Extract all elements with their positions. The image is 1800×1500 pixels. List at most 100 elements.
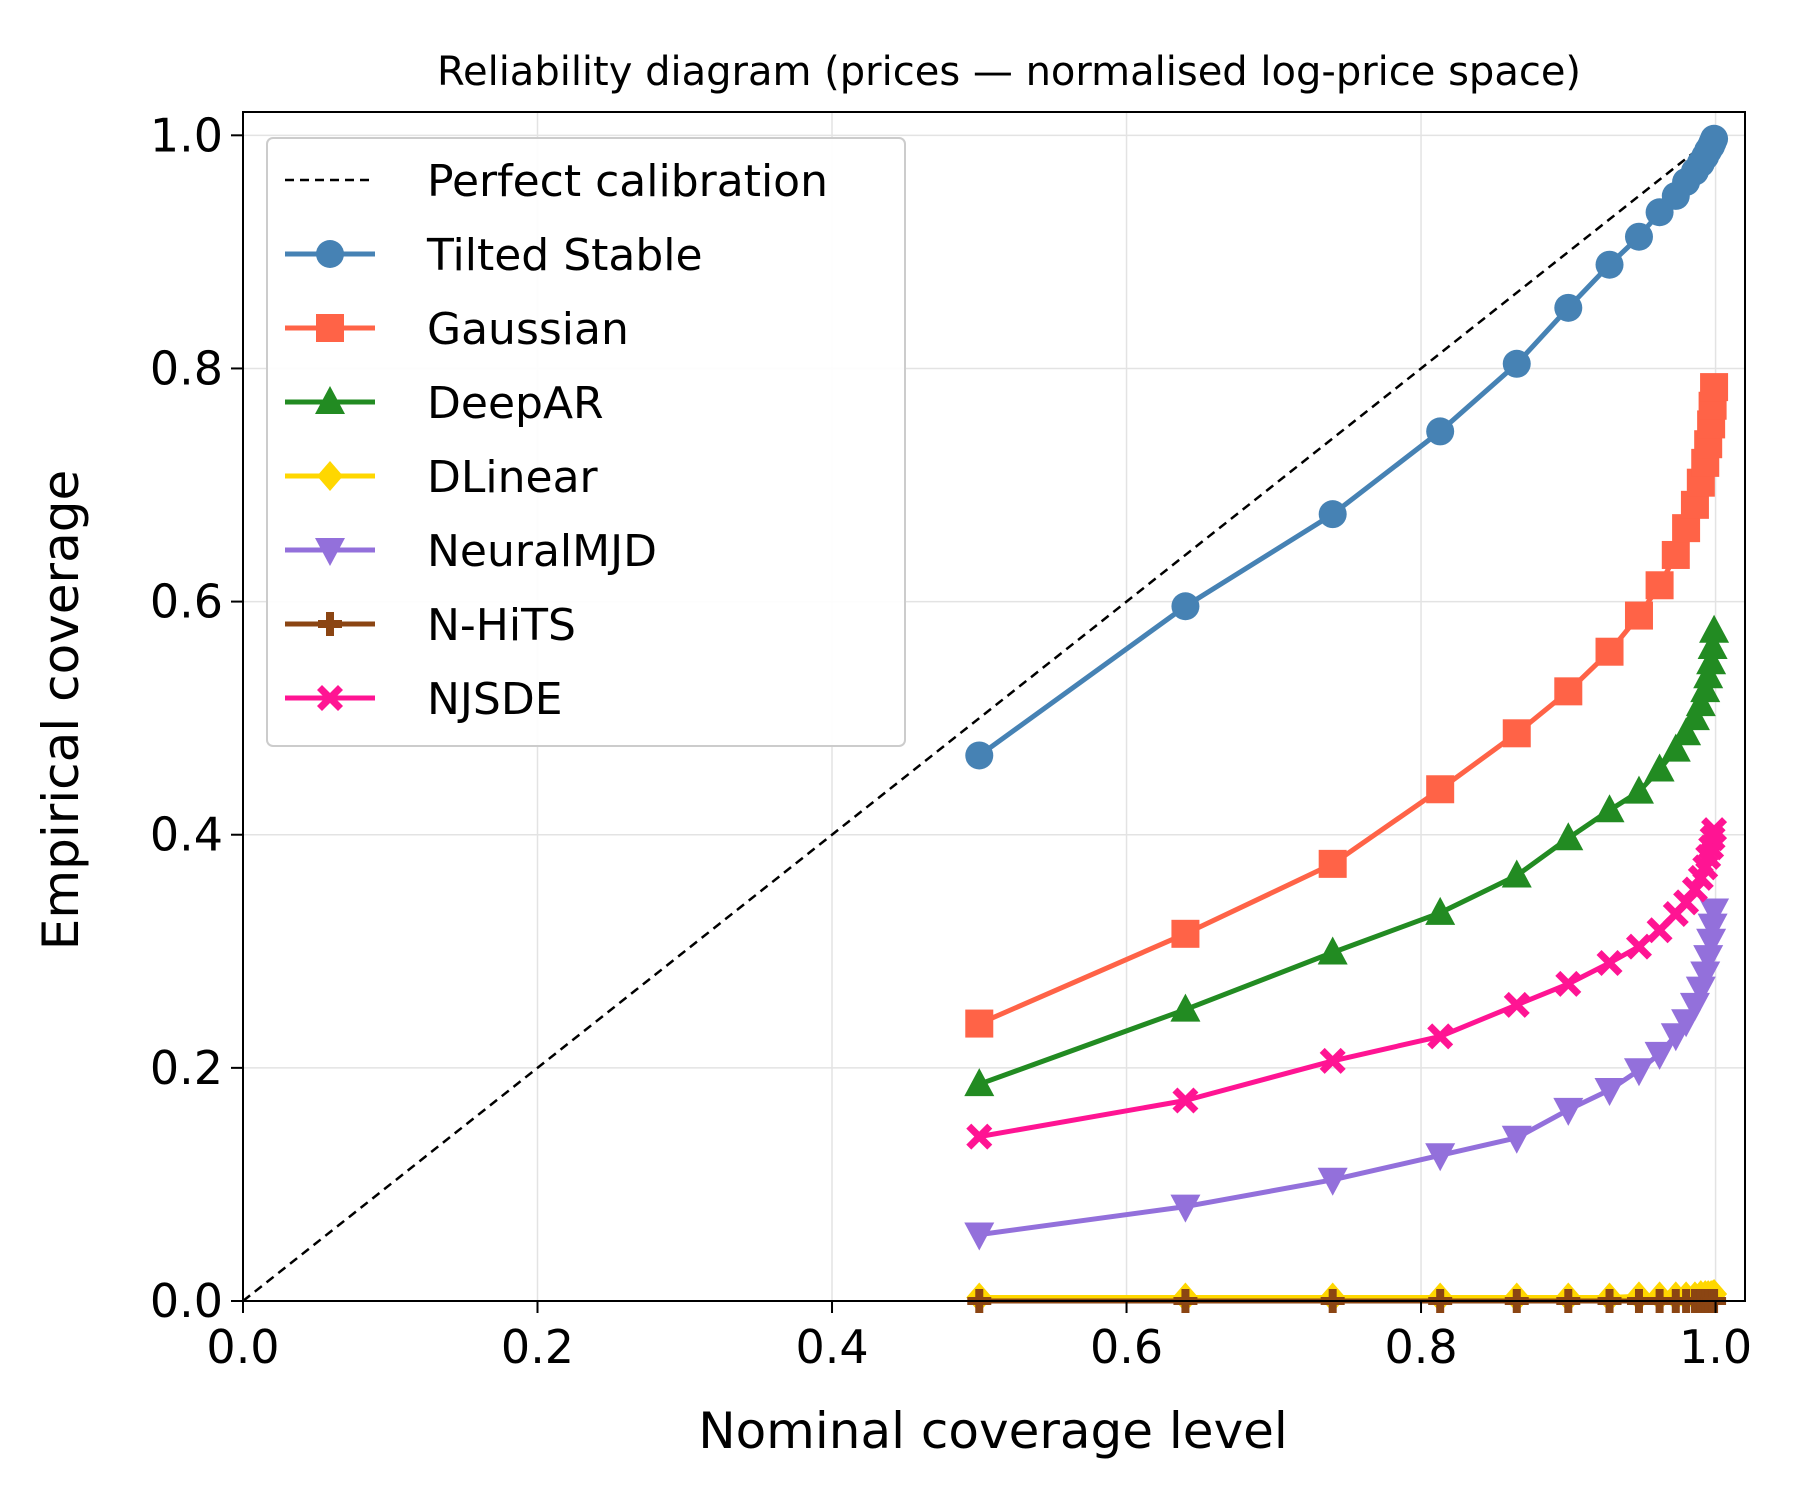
data-point bbox=[1553, 1097, 1584, 1126]
data-point bbox=[1661, 540, 1690, 569]
chart-title: Reliability diagram (prices — normalised… bbox=[437, 49, 1581, 95]
data-point bbox=[1171, 919, 1200, 948]
data-point bbox=[964, 1068, 995, 1097]
x-tick-label: 0.2 bbox=[501, 1320, 574, 1374]
legend: Perfect calibration Tilted Stable Gaussian… bbox=[266, 137, 906, 747]
data-point bbox=[1595, 250, 1624, 279]
data-point bbox=[1644, 1041, 1675, 1070]
data-point bbox=[1317, 1167, 1348, 1196]
data-point bbox=[317, 461, 343, 491]
data-point bbox=[1700, 124, 1729, 153]
legend-box bbox=[266, 137, 906, 747]
x-tick-label: 0.6 bbox=[1090, 1320, 1163, 1374]
data-point bbox=[1594, 794, 1625, 823]
data-point bbox=[1700, 373, 1729, 402]
x-tick-label: 0.4 bbox=[795, 1320, 868, 1374]
data-point bbox=[1671, 717, 1702, 746]
x-axis-ticks: 0.0 0.2 0.4 0.6 0.8 1.0 bbox=[206, 1301, 1752, 1374]
data-point bbox=[1170, 1194, 1201, 1223]
y-tick-label: 0.0 bbox=[150, 1274, 223, 1328]
data-point bbox=[965, 741, 994, 770]
legend-label: N-HiTS bbox=[427, 600, 576, 651]
series-deepar bbox=[964, 614, 1730, 1097]
data-point bbox=[1553, 822, 1584, 851]
legend-entry: DLinear bbox=[285, 452, 599, 503]
legend-label: NeuralMJD bbox=[427, 526, 657, 577]
data-point bbox=[1555, 970, 1582, 997]
data-point bbox=[1426, 775, 1455, 804]
x-axis-label: Nominal coverage level bbox=[698, 1402, 1288, 1460]
y-tick-label: 0.6 bbox=[150, 575, 223, 629]
data-point bbox=[966, 1123, 993, 1150]
legend-entry: Tilted Stable bbox=[285, 230, 703, 281]
legend-entry: Perfect calibration bbox=[285, 156, 828, 207]
series-njsde bbox=[966, 817, 1728, 1150]
data-point bbox=[1501, 1125, 1532, 1154]
data-point bbox=[1624, 601, 1653, 630]
data-point bbox=[315, 538, 345, 566]
legend-label: Gaussian bbox=[427, 304, 629, 355]
data-point bbox=[317, 685, 343, 711]
y-tick-label: 0.8 bbox=[150, 341, 223, 395]
y-tick-label: 0.4 bbox=[150, 808, 223, 862]
data-point bbox=[1554, 293, 1583, 322]
data-point bbox=[1172, 1087, 1199, 1114]
legend-label: DLinear bbox=[427, 452, 599, 503]
x-tick-label: 1.0 bbox=[1679, 1320, 1752, 1374]
perfect-calibration-line bbox=[242, 134, 1717, 1302]
data-point bbox=[1660, 733, 1691, 762]
data-point bbox=[1317, 936, 1348, 965]
data-point bbox=[1594, 1078, 1625, 1107]
data-point bbox=[318, 612, 342, 636]
data-point bbox=[1696, 928, 1727, 957]
data-point bbox=[1693, 945, 1724, 974]
data-point bbox=[1623, 1058, 1654, 1087]
series-gaussian bbox=[965, 373, 1729, 1038]
legend-entry: Gaussian bbox=[285, 304, 629, 355]
legend-entry: DeepAR bbox=[285, 378, 604, 429]
data-point bbox=[1502, 349, 1531, 378]
data-point bbox=[1425, 896, 1456, 925]
data-point bbox=[1554, 677, 1583, 706]
y-tick-label: 1.0 bbox=[150, 108, 223, 162]
legend-label: DeepAR bbox=[427, 378, 604, 429]
data-point bbox=[1645, 571, 1674, 600]
data-point bbox=[1427, 1023, 1454, 1050]
legend-entry: NJSDE bbox=[285, 674, 563, 725]
data-point bbox=[315, 386, 345, 414]
legend-label: Perfect calibration bbox=[427, 156, 828, 207]
data-point bbox=[1625, 933, 1652, 960]
data-point bbox=[1426, 417, 1455, 446]
x-tick-label: 0.8 bbox=[1384, 1320, 1457, 1374]
data-point bbox=[964, 1222, 995, 1251]
data-point bbox=[1699, 614, 1730, 643]
data-point bbox=[1697, 913, 1728, 942]
data-point bbox=[1596, 949, 1623, 976]
data-point bbox=[965, 1009, 994, 1038]
data-point bbox=[1623, 775, 1654, 804]
y-axis-label: Empirical coverage bbox=[32, 470, 90, 950]
y-tick-label: 0.2 bbox=[150, 1041, 223, 1095]
data-point bbox=[1644, 753, 1675, 782]
plot-frame bbox=[242, 111, 1746, 1302]
data-point bbox=[1595, 637, 1624, 666]
data-point bbox=[1503, 991, 1530, 1018]
x-tick-label: 0.0 bbox=[206, 1320, 279, 1374]
perfect-calibration-line bbox=[242, 134, 1717, 1302]
data-point bbox=[1624, 222, 1653, 251]
legend-label: Tilted Stable bbox=[426, 230, 703, 281]
data-point bbox=[1697, 631, 1728, 660]
data-point bbox=[1696, 646, 1727, 675]
data-point bbox=[1502, 719, 1531, 748]
y-axis-ticks: 0.0 0.2 0.4 0.6 0.8 1.0 bbox=[150, 108, 243, 1328]
data-point bbox=[1319, 1047, 1346, 1074]
legend-label: NJSDE bbox=[427, 674, 563, 725]
data-point bbox=[1171, 592, 1200, 621]
data-point bbox=[316, 240, 344, 268]
data-point bbox=[1501, 859, 1532, 888]
data-point bbox=[1701, 817, 1728, 844]
data-point bbox=[316, 314, 344, 342]
legend-entry: N-HiTS bbox=[285, 600, 576, 651]
data-point bbox=[1690, 961, 1721, 990]
